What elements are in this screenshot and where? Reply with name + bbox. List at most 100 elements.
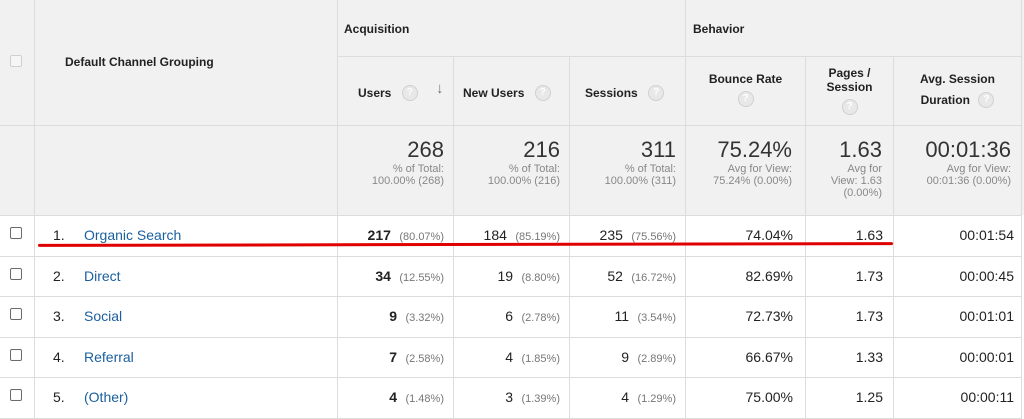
row-checkbox[interactable] [10,349,22,361]
total-bounce-rate-label: Avg for View: [727,163,792,175]
total-sessions-detail: 100.00% (311) [604,175,676,187]
avg-duration-cell: 00:00:11 [960,389,1014,405]
sessions-cell: 52 (16.72%) [570,268,676,286]
bounce-rate-header-label: Bounce Rate [708,72,783,86]
row-checkbox[interactable] [10,389,22,401]
total-avg-duration: 00:01:36 Avg for View: 00:01:36 (0.00%) [894,137,1011,187]
pages-session-cell: 1.33 [855,349,883,365]
row-index: 1. [53,227,65,243]
total-users-label: % of Total: [392,163,444,175]
row-checkbox[interactable] [10,308,22,320]
table-row[interactable]: 2. Direct 34 (12.55%) 19 (8.80%) 52 (16.… [0,256,1021,296]
users-percent: (2.58%) [405,353,444,365]
sessions-cell: 235 (75.56%) [570,227,676,245]
help-icon[interactable]: ? [401,84,418,101]
users-cell: 217 (80.07%) [338,227,444,245]
help-icon[interactable]: ? [737,90,754,107]
pages-session-cell: 1.25 [855,389,883,405]
users-cell: 34 (12.55%) [338,268,444,286]
new-users-header-label: New Users [463,86,525,100]
users-cell: 4 (1.48%) [338,389,444,407]
total-pages-session-change: (0.00%) [843,187,882,199]
pages-session-cell: 1.73 [855,308,883,324]
total-new-users: 216 % of Total: 100.00% (216) [454,137,560,187]
row-index: 5. [53,389,65,405]
new-users-value: 3 [505,389,514,405]
bounce-rate-cell: 75.00% [745,389,793,405]
column-header-users[interactable]: Users ? [358,84,450,102]
avg-duration-cell: 00:00:45 [959,268,1015,284]
dimension-header[interactable]: Default Channel Grouping [65,55,214,69]
row-index: 4. [53,349,65,365]
users-cell: 7 (2.58%) [338,349,444,367]
sessions-header-label: Sessions [585,86,638,100]
table-row[interactable]: 1. Organic Search 217 (80.07%) 184 (85.1… [0,215,1021,255]
help-icon[interactable]: ? [534,84,551,101]
users-value: 7 [389,349,398,365]
new-users-value: 6 [505,308,514,324]
sessions-value: 11 [614,308,630,324]
row-index: 2. [53,268,65,284]
channel-link[interactable]: Social [84,308,123,324]
table-row[interactable]: 3. Social 9 (3.32%) 6 (2.78%) 11 (3.54%)… [0,296,1021,336]
sessions-percent: (3.54%) [637,312,676,324]
help-icon[interactable]: ? [841,98,858,115]
new-users-percent: (1.85%) [521,353,560,365]
column-header-sessions[interactable]: Sessions ? [585,84,665,102]
new-users-percent: (85.19%) [515,231,560,243]
sessions-value: 52 [607,268,623,284]
sort-descending-icon[interactable]: ↓ [436,80,444,97]
help-icon[interactable]: ? [648,84,665,101]
new-users-value: 19 [497,268,514,284]
column-header-new-users[interactable]: New Users ? [463,84,551,102]
users-percent: (80.07%) [399,231,444,243]
users-value: 34 [375,268,391,284]
bounce-rate-cell: 82.69% [745,268,793,284]
bounce-rate-cell: 74.04% [745,227,793,243]
avg-duration-header-line1: Avg. Session [920,72,995,86]
users-cell: 9 (3.32%) [338,308,444,326]
help-icon[interactable]: ? [978,91,995,108]
users-header-label: Users [358,86,392,100]
total-users-value: 268 [407,137,444,162]
column-header-pages-session[interactable]: Pages / Session ? [806,66,893,116]
row-checkbox[interactable] [10,227,22,239]
sessions-cell: 11 (3.54%) [570,308,676,326]
table-row[interactable]: 4. Referral 7 (2.58%) 4 (1.85%) 9 (2.89%… [0,337,1021,377]
pages-session-header-line2: Session [826,80,873,94]
total-bounce-rate: 75.24% Avg for View: 75.24% (0.00%) [686,137,792,187]
behavior-group-header: Behavior [693,22,745,36]
row-checkbox[interactable] [10,268,22,280]
sessions-value: 4 [621,389,630,405]
total-new-users-detail: 100.00% (216) [487,175,560,187]
sessions-value: 9 [621,349,630,365]
row-index: 3. [53,308,65,324]
users-value: 4 [389,389,398,405]
sessions-cell: 9 (2.89%) [570,349,676,367]
new-users-cell: 6 (2.78%) [454,308,560,326]
total-avg-duration-label: Avg for View: [946,163,1011,175]
bounce-rate-cell: 72.73% [745,308,793,324]
total-bounce-rate-detail: 75.24% (0.00%) [713,175,792,187]
new-users-cell: 3 (1.39%) [454,389,560,407]
total-sessions-label: % of Total: [624,163,676,175]
total-sessions-value: 311 [640,137,676,162]
new-users-value: 4 [505,349,514,365]
pages-session-header-line1: Pages / [828,66,871,80]
users-value: 9 [389,308,398,324]
pages-session-cell: 1.73 [855,268,883,284]
sessions-percent: (2.89%) [637,353,676,365]
sessions-value: 235 [599,227,623,243]
channel-link[interactable]: (Other) [84,389,129,405]
channel-link[interactable]: Direct [84,268,121,284]
avg-duration-cell: 00:01:01 [959,308,1015,324]
users-percent: (3.32%) [405,312,444,324]
column-header-bounce-rate[interactable]: Bounce Rate ? [686,72,805,108]
select-all-checkbox[interactable] [10,55,22,67]
channel-link[interactable]: Organic Search [84,227,182,243]
table-row[interactable]: 5. (Other) 4 (1.48%) 3 (1.39%) 4 (1.29%)… [0,377,1021,417]
users-percent: (1.48%) [405,393,444,405]
channel-link[interactable]: Referral [84,349,134,365]
column-header-avg-duration[interactable]: Avg. Session Duration ? [894,72,1021,109]
total-users-detail: 100.00% (268) [371,175,444,187]
